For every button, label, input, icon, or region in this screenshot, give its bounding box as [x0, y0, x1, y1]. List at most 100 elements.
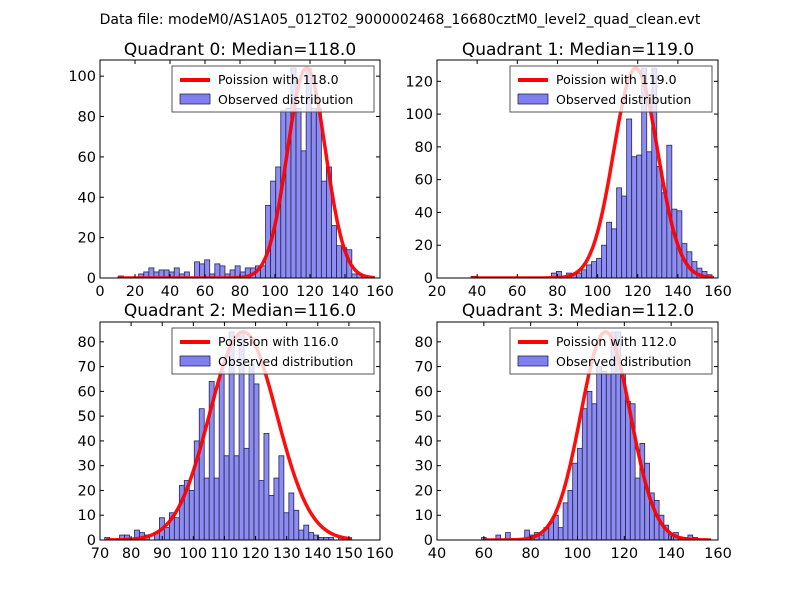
histogram-bar	[620, 373, 626, 540]
histogram-bar	[336, 245, 343, 278]
y-tick-label: 40	[78, 434, 96, 450]
y-tick-label: 0	[424, 533, 433, 549]
poisson-curve	[470, 66, 715, 278]
histogram-bar	[268, 495, 275, 540]
histogram-bar	[351, 273, 358, 278]
y-tick-label: 10	[78, 508, 96, 524]
legend-label-observed: Observed distribution	[218, 354, 353, 369]
plot-area	[470, 66, 715, 278]
plot-area	[481, 330, 712, 540]
histogram-bar	[567, 490, 574, 540]
y-tick-label: 40	[415, 205, 433, 221]
legend-label-poisson: Poission with 118.0	[218, 72, 339, 87]
histogram-bar	[214, 263, 221, 278]
histogram-bar	[288, 492, 295, 540]
x-tick-label: 60	[196, 284, 214, 300]
histogram-bar	[173, 267, 180, 278]
legend: Poission with 119.0 Observed distribution	[509, 65, 713, 113]
histogram-bar	[273, 477, 280, 540]
histogram-bar	[204, 259, 211, 278]
y-tick-label: 20	[415, 483, 433, 499]
quadrant-2-title: Quadrant 2: Median=116.0	[124, 301, 356, 321]
histogram-bar	[213, 477, 220, 540]
y-tick-label: 60	[415, 173, 433, 189]
histogram-bar	[586, 264, 592, 278]
x-tick-label: 20	[428, 284, 446, 300]
x-tick-label: 150	[335, 546, 363, 562]
x-tick-label: 40	[468, 284, 486, 300]
x-tick-label: 100	[564, 546, 592, 562]
y-tick-label: 20	[78, 483, 96, 499]
y-tick-label: 50	[78, 409, 96, 425]
x-tick-label: 60	[508, 284, 526, 300]
y-tick-label: 0	[424, 271, 433, 287]
x-tick-label: 160	[704, 284, 732, 300]
x-tick-label: 130	[273, 546, 301, 562]
axes-frame	[436, 59, 719, 279]
x-tick-label: 40	[428, 546, 446, 562]
x-tick-label: 100	[179, 546, 207, 562]
histogram-bar	[258, 480, 265, 540]
histogram-bar	[656, 166, 663, 278]
x-tick-label: 70	[91, 546, 109, 562]
histogram-bar	[644, 462, 650, 540]
histogram-bar	[581, 269, 587, 278]
histogram-bar	[298, 529, 305, 540]
x-tick-label: 60	[475, 546, 493, 562]
histogram-bar	[577, 447, 583, 540]
y-tick-label: 120	[405, 74, 433, 90]
poisson-curve	[116, 66, 376, 278]
histogram-bar	[625, 400, 631, 540]
histogram-bar	[495, 534, 502, 540]
histogram-bar	[616, 187, 623, 278]
histogram-bar	[626, 118, 633, 278]
histogram-bar	[278, 455, 285, 540]
x-tick-label: 80	[231, 284, 249, 300]
quadrant-3-title: Quadrant 3: Median=112.0	[462, 301, 694, 321]
x-tick-label: 140	[664, 284, 692, 300]
x-tick-label: 80	[548, 284, 566, 300]
x-tick-label: 80	[122, 546, 140, 562]
x-tick-label: 40	[161, 284, 179, 300]
histogram-bar	[591, 261, 597, 278]
histogram-bar	[310, 108, 317, 278]
histogram-bar	[596, 366, 602, 540]
figure-suptitle: Data file: modeM0/AS1A05_012T02_90000024…	[100, 12, 701, 28]
histogram-bars	[481, 331, 698, 540]
legend-bar-swatch	[517, 93, 549, 105]
x-tick-label: 80	[521, 546, 539, 562]
x-tick-label: 100	[584, 284, 612, 300]
histogram-bar	[611, 228, 618, 278]
histogram-bar	[203, 477, 210, 540]
histogram-bar	[308, 532, 315, 540]
legend-label-poisson: Poission with 119.0	[556, 72, 677, 87]
histogram-bar	[124, 534, 130, 540]
x-tick-label: 100	[261, 284, 289, 300]
histogram-bar	[629, 403, 636, 540]
histogram-bar	[634, 477, 641, 540]
histogram-bar	[293, 509, 300, 540]
y-tick-label: 0	[87, 271, 96, 287]
y-tick-label: 20	[415, 238, 433, 254]
quadrant-1-title: Quadrant 1: Median=119.0	[462, 40, 694, 60]
histogram-bar	[320, 180, 327, 278]
x-tick-label: 160	[366, 284, 394, 300]
x-tick-label: 110	[211, 546, 239, 562]
y-tick-label: 70	[415, 360, 433, 376]
histogram-bar	[263, 433, 270, 540]
histogram-bar	[183, 271, 190, 278]
histogram-bar	[621, 195, 628, 278]
y-tick-label: 80	[415, 140, 433, 156]
histogram-bar	[581, 408, 588, 540]
histogram-bar	[163, 527, 170, 540]
histogram-bar	[295, 108, 302, 278]
y-tick-label: 60	[78, 384, 96, 400]
legend: Poission with 118.0 Observed distribution	[171, 65, 375, 113]
histogram-bar	[601, 244, 608, 278]
histogram-bar	[253, 383, 260, 540]
y-tick-label: 60	[78, 150, 96, 166]
histogram-bar	[601, 371, 607, 540]
quadrant-0-title: Quadrant 0: Median=118.0	[124, 40, 356, 60]
x-tick-label: 160	[366, 546, 394, 562]
x-tick-label: 140	[331, 284, 359, 300]
